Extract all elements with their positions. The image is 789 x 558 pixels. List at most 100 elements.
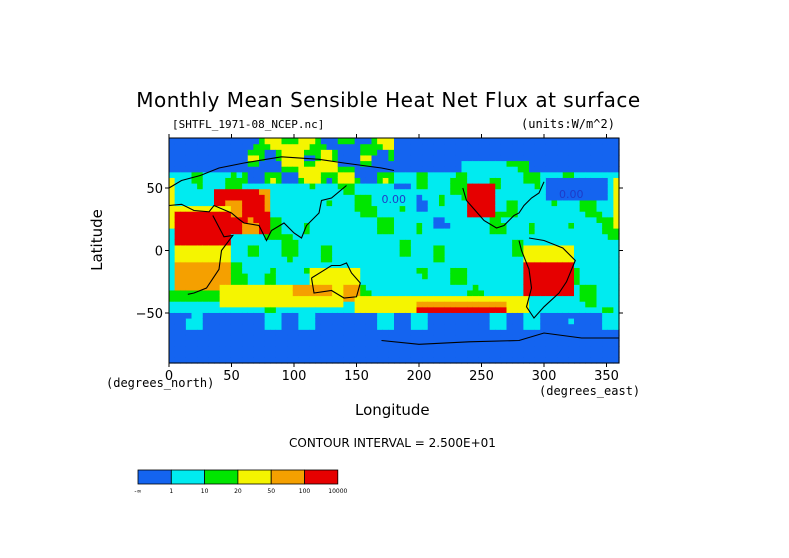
map-cell xyxy=(191,351,198,358)
map-cell xyxy=(551,273,558,280)
map-cell xyxy=(557,301,564,308)
map-cell xyxy=(371,346,378,353)
map-cell xyxy=(343,351,350,358)
map-cell xyxy=(613,160,620,167)
map-cell xyxy=(382,340,389,347)
map-cell xyxy=(219,306,226,313)
map-cell xyxy=(343,199,350,207)
map-cell xyxy=(292,334,299,342)
map-cell xyxy=(523,149,530,156)
map-cell xyxy=(523,216,530,223)
map-cell xyxy=(259,312,266,319)
map-cell xyxy=(574,222,581,229)
map-cell xyxy=(354,154,361,162)
map-cell xyxy=(253,329,260,336)
map-cell xyxy=(416,289,423,297)
map-cell xyxy=(574,323,581,330)
map-cell xyxy=(365,357,373,364)
map-cell xyxy=(371,278,378,285)
map-cell xyxy=(534,351,541,358)
map-cell xyxy=(174,211,181,218)
map-cell xyxy=(377,329,384,336)
map-cell xyxy=(607,216,614,223)
map-cell xyxy=(427,256,434,263)
map-cell xyxy=(394,211,401,218)
map-cell xyxy=(416,149,423,156)
map-cell xyxy=(315,166,322,173)
map-cell xyxy=(427,329,434,336)
map-cell xyxy=(230,171,238,178)
map-cell xyxy=(169,273,176,280)
map-cell xyxy=(551,312,558,319)
map-cell xyxy=(540,177,547,184)
map-cell xyxy=(405,284,412,291)
map-cell xyxy=(292,273,299,280)
map-cell xyxy=(444,166,451,173)
map-cell xyxy=(292,284,299,291)
map-cell xyxy=(169,346,176,353)
map-cell xyxy=(208,183,215,190)
contour-label: 0.00 xyxy=(382,193,407,206)
map-cell xyxy=(191,216,198,223)
map-cell xyxy=(394,177,401,184)
map-cell xyxy=(602,340,609,347)
map-cell xyxy=(545,295,553,302)
map-cell xyxy=(388,222,395,229)
map-cell xyxy=(422,284,429,291)
map-cell xyxy=(523,284,530,291)
map-cell xyxy=(506,194,513,201)
map-cell xyxy=(281,306,288,313)
map-cell xyxy=(427,160,434,167)
map-cell xyxy=(596,149,603,156)
map-cell xyxy=(247,250,254,257)
map-cell xyxy=(399,351,406,358)
map-cell xyxy=(230,199,238,207)
map-cell xyxy=(467,273,474,280)
map-cell xyxy=(551,340,558,347)
map-cell xyxy=(360,329,367,336)
map-cell xyxy=(208,194,215,201)
map-cell xyxy=(495,244,502,252)
map-cell xyxy=(607,171,614,178)
map-cell xyxy=(208,329,215,336)
map-cell xyxy=(315,194,322,201)
map-cell xyxy=(416,211,423,218)
map-cell xyxy=(484,289,491,297)
map-cell xyxy=(455,233,463,240)
map-cell xyxy=(349,166,356,173)
map-cell xyxy=(467,312,474,319)
map-cell xyxy=(433,267,440,274)
map-cell xyxy=(585,267,592,274)
map-cell xyxy=(506,261,513,268)
map-cell xyxy=(275,149,283,156)
map-cell xyxy=(191,334,198,342)
map-cell xyxy=(371,340,378,347)
map-cell xyxy=(281,194,288,201)
map-cell xyxy=(253,233,260,240)
map-cell xyxy=(529,306,536,313)
map-cell xyxy=(590,211,598,218)
map-cell xyxy=(405,357,412,364)
map-cell xyxy=(332,211,339,218)
map-cell xyxy=(545,318,553,325)
map-cell xyxy=(332,199,339,207)
map-cell xyxy=(427,273,434,280)
map-cell xyxy=(512,273,519,280)
map-cell xyxy=(439,233,446,240)
map-cell xyxy=(298,346,305,353)
map-cell xyxy=(191,267,198,274)
map-cell xyxy=(343,205,350,212)
map-cell xyxy=(568,312,575,319)
map-cell xyxy=(433,205,440,212)
map-cell xyxy=(568,278,575,285)
map-cell xyxy=(590,289,598,297)
map-cell xyxy=(264,216,271,223)
map-cell xyxy=(354,188,361,195)
map-cell xyxy=(416,216,423,223)
map-cell xyxy=(259,329,266,336)
map-cell xyxy=(169,188,176,195)
map-cell xyxy=(365,323,373,330)
map-cell xyxy=(585,199,592,207)
map-cell xyxy=(247,357,254,364)
map-cell xyxy=(169,267,176,274)
